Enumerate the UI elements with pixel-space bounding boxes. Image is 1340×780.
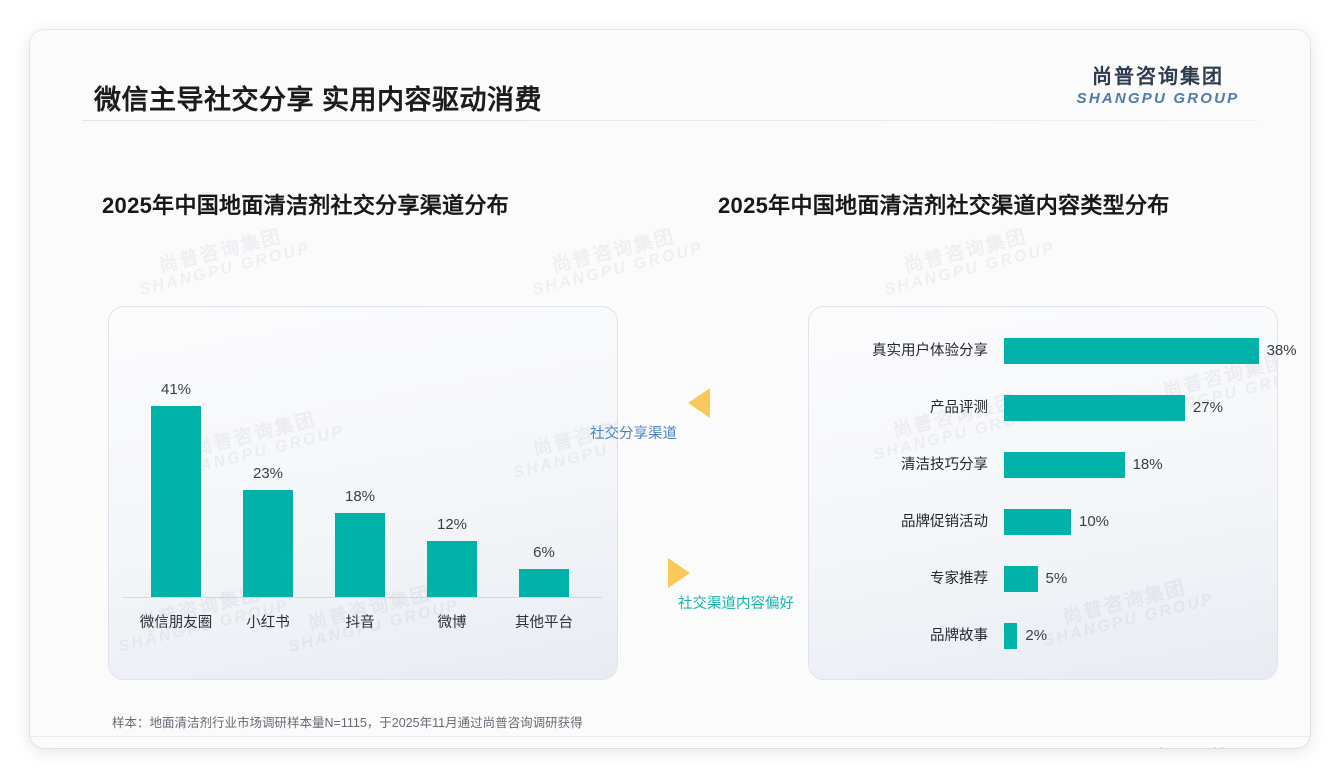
annotation-label: 社交分享渠道	[590, 426, 677, 442]
brand-logo: 尚普咨询集团 SHANGPU GROUP	[1058, 66, 1258, 109]
bar-group: 23% 小红书	[222, 306, 314, 678]
logo-english-text: SHANGPU GROUP	[1076, 90, 1240, 107]
right-chart-card: 尚普咨询集团 SHANGPU GROUP 尚普咨询集团 SHANGPU GROUP …	[808, 306, 1278, 680]
bar-value-label: 6%	[533, 544, 555, 561]
triangle-right-icon	[668, 558, 690, 588]
header-divider	[82, 120, 1258, 121]
bar-row: 品牌故事 2%	[808, 619, 1276, 653]
horizontal-bar	[1004, 566, 1038, 592]
annotation-label: 社交渠道内容偏好	[678, 596, 794, 612]
right-chart-title: 2025年中国地面清洁剂社交渠道内容类型分布	[718, 193, 1170, 218]
social-share-channel-bar-chart: 41% 微信朋友圈 23% 小红书 18% 抖音 12% 微博 6% 其他平台	[108, 306, 616, 678]
website-link[interactable]: www.shangpu-china.com	[1123, 746, 1266, 748]
vertical-bar	[335, 513, 385, 597]
bar-category-label: 真实用户体验分享	[872, 343, 988, 359]
bar-value-label: 23%	[252, 464, 284, 482]
footer-divider	[30, 736, 1310, 737]
horizontal-bar	[1004, 395, 1185, 421]
bar-value-label: 5%	[1045, 570, 1068, 587]
bar-category-label: 抖音	[345, 615, 375, 631]
bar-category-label: 小红书	[246, 615, 290, 631]
bar-row: 清洁技巧分享 18%	[808, 448, 1276, 482]
bar-value-label: 18%	[1132, 456, 1163, 473]
page-title: 微信主导社交分享 实用内容驱动消费	[94, 85, 543, 115]
vertical-bar	[151, 405, 201, 597]
watermark: 尚普咨询集团 SHANGPU GROUP	[530, 226, 706, 299]
bar-category-label: 产品评测	[930, 400, 988, 416]
bar-group: 18% 抖音	[314, 306, 406, 678]
source-note: 样本：地面清洁剂行业市场调研样本量N=1115，于2025年11月通过尚普咨询调…	[112, 716, 583, 730]
bar-value-label: 10%	[1079, 513, 1110, 530]
bar-category-label: 其他平台	[515, 615, 573, 631]
bar-group: 41% 微信朋友圈	[130, 306, 222, 678]
bar-row: 产品评测 27%	[808, 391, 1276, 425]
bar-category-label: 专家推荐	[930, 571, 988, 587]
slide-canvas: 微信主导社交分享 实用内容驱动消费 尚普咨询集团 SHANGPU GROUP 2…	[30, 30, 1310, 748]
left-chart-title: 2025年中国地面清洁剂社交分享渠道分布	[102, 193, 509, 218]
chart-baseline	[122, 597, 602, 598]
slide-header: 微信主导社交分享 实用内容驱动消费 尚普咨询集团 SHANGPU GROUP	[30, 30, 1310, 120]
bar-row: 专家推荐 5%	[808, 562, 1276, 596]
bar-category-label: 微博	[437, 615, 467, 631]
bar-value-label: 27%	[1192, 399, 1223, 416]
watermark: 尚普咨询集团 SHANGPU GROUP	[882, 226, 1058, 299]
bar-category-label: 品牌促销活动	[901, 514, 988, 530]
logo-chinese-text: 尚普咨询集团	[1092, 66, 1224, 88]
horizontal-bar	[1004, 338, 1259, 364]
bar-value-label: 18%	[344, 488, 376, 505]
triangle-left-icon	[688, 388, 710, 418]
bar-value-label: 41%	[160, 380, 192, 398]
copyright-text: ©2026.1 SHANGPU GROUP	[74, 746, 244, 748]
bar-row: 品牌促销活动 10%	[808, 505, 1276, 539]
bar-category-label: 清洁技巧分享	[901, 457, 988, 473]
bar-value-label: 38%	[1266, 342, 1297, 359]
bar-group: 6% 其他平台	[498, 306, 590, 678]
bar-category-label: 微信朋友圈	[139, 615, 213, 631]
bar-value-label: 12%	[436, 516, 468, 533]
bar-value-label: 2%	[1025, 627, 1048, 644]
vertical-bar	[519, 569, 569, 597]
watermark: 尚普咨询集团 SHANGPU GROUP	[137, 226, 313, 299]
bar-group: 12% 微博	[406, 306, 498, 678]
horizontal-bar	[1004, 452, 1125, 478]
horizontal-bar	[1004, 509, 1071, 535]
vertical-bar	[243, 489, 293, 597]
bar-category-label: 品牌故事	[930, 628, 988, 644]
bar-row: 真实用户体验分享 38%	[808, 334, 1297, 368]
horizontal-bar	[1004, 623, 1018, 649]
content-type-bar-chart: 真实用户体验分享 38% 产品评测 27% 清洁技巧分享 18% 品牌促销活动 10% 专家推荐…	[808, 306, 1297, 678]
vertical-bar	[427, 541, 477, 597]
